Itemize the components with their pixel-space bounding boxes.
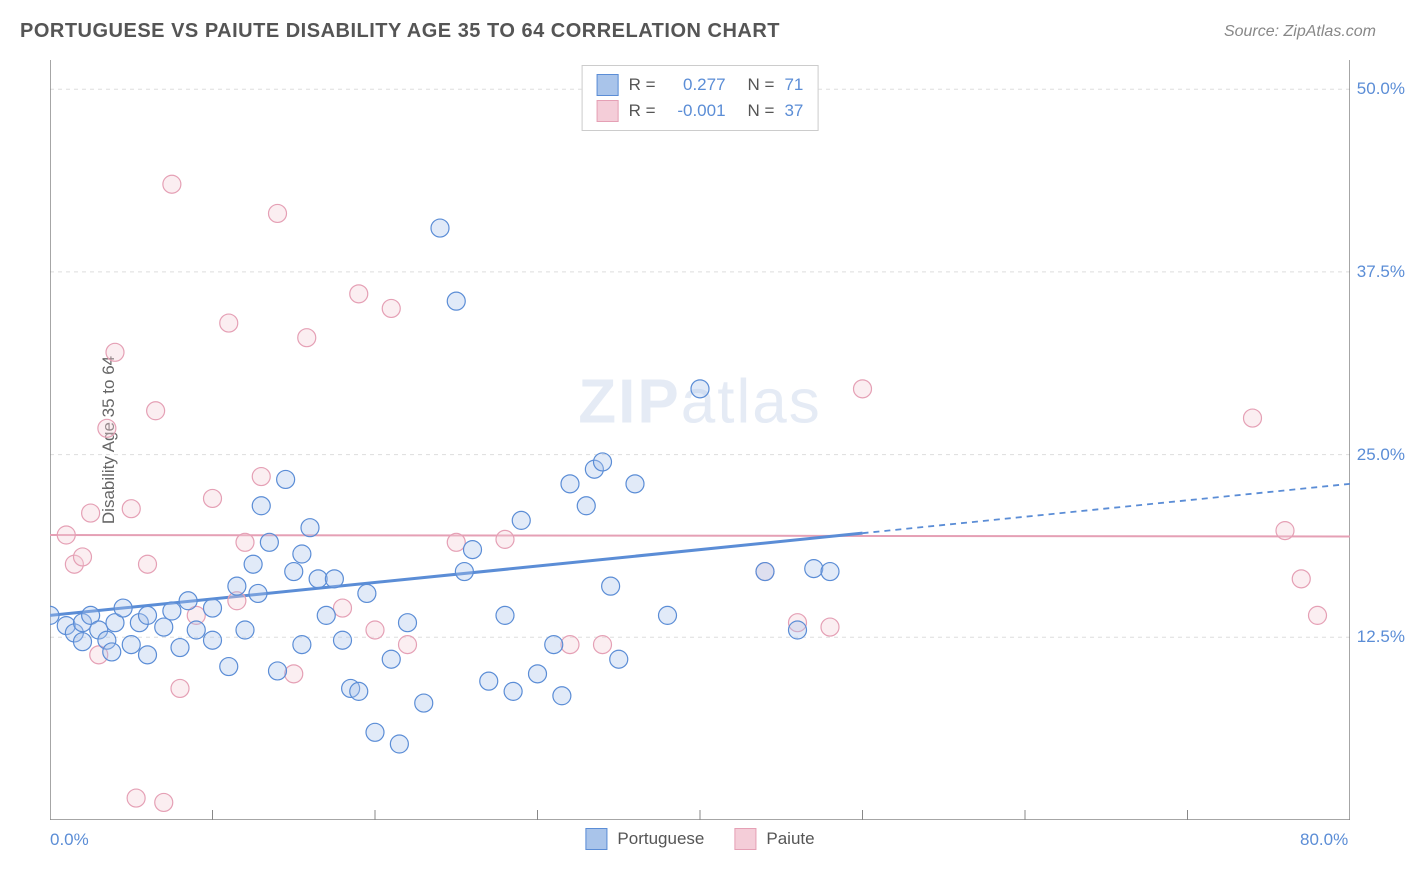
y-tick-label: 25.0% (1357, 445, 1405, 465)
legend-item-paiute: Paiute (734, 826, 814, 852)
series-legend: Portuguese Paiute (585, 826, 814, 852)
swatch-portuguese (597, 74, 619, 96)
legend-item-portuguese: Portuguese (585, 826, 704, 852)
legend-label-portuguese: Portuguese (617, 829, 704, 849)
r-label: R = (629, 75, 656, 95)
n-value-paiute: 37 (784, 101, 803, 121)
n-label: N = (748, 101, 775, 121)
r-value-paiute: -0.001 (666, 101, 726, 121)
chart-title: PORTUGUESE VS PAIUTE DISABILITY AGE 35 T… (20, 20, 780, 43)
legend-row-paiute: R = -0.001 N = 37 (597, 98, 804, 124)
swatch-paiute (734, 828, 756, 850)
legend-label-paiute: Paiute (766, 829, 814, 849)
header: PORTUGUESE VS PAIUTE DISABILITY AGE 35 T… (0, 0, 1406, 53)
swatch-portuguese (585, 828, 607, 850)
r-label: R = (629, 101, 656, 121)
y-tick-label: 37.5% (1357, 262, 1405, 282)
scatter-plot (50, 60, 1350, 820)
r-value-portuguese: 0.277 (666, 75, 726, 95)
legend-row-portuguese: R = 0.277 N = 71 (597, 72, 804, 98)
swatch-paiute (597, 100, 619, 122)
correlation-legend: R = 0.277 N = 71 R = -0.001 N = 37 (582, 65, 819, 131)
n-value-portuguese: 71 (784, 75, 803, 95)
x-tick-label: 80.0% (1300, 830, 1348, 850)
chart-area: Disability Age 35 to 64 ZIPatlas R = 0.2… (50, 60, 1350, 820)
y-tick-label: 50.0% (1357, 79, 1405, 99)
x-tick-label: 0.0% (50, 830, 89, 850)
n-label: N = (748, 75, 775, 95)
source-attribution: Source: ZipAtlas.com (1224, 23, 1376, 41)
y-tick-label: 12.5% (1357, 627, 1405, 647)
